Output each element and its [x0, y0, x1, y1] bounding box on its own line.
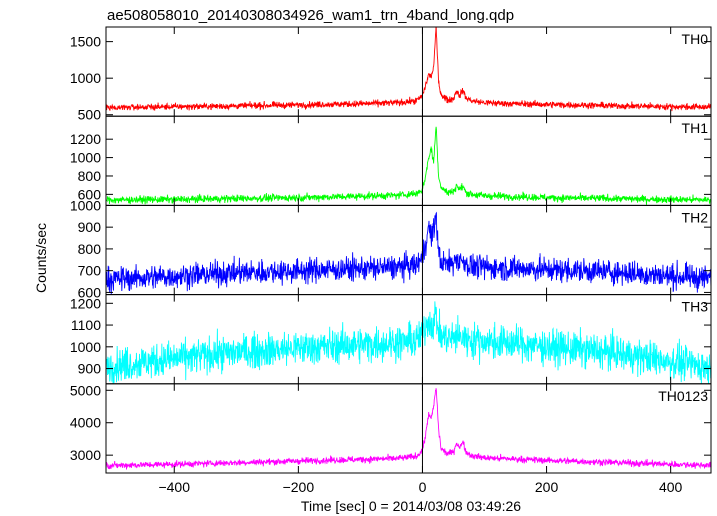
y-tick-label: 1000 [70, 339, 101, 355]
y-tick-label: 1200 [70, 131, 101, 147]
y-tick-label: 1000 [70, 150, 101, 166]
y-tick-label: 500 [78, 107, 102, 123]
y-tick-label: 1500 [70, 34, 101, 50]
x-tick-label: −400 [158, 479, 190, 495]
y-tick-label: 700 [78, 263, 102, 279]
series-line-th1 [106, 126, 711, 205]
y-tick-label: 600 [78, 284, 102, 300]
chart-title: ae508058010_20140308034926_wam1_trn_4ban… [107, 7, 514, 24]
y-tick-label: 1200 [70, 295, 101, 311]
y-tick-label: 600 [78, 186, 102, 202]
panel-label-th1: TH1 [682, 120, 709, 136]
y-tick-label: 3000 [70, 447, 101, 463]
y-tick-label: 800 [78, 241, 102, 257]
x-tick-label: −200 [283, 479, 315, 495]
x-axis-label: Time [sec] 0 = 2014/03/08 03:49:26 [301, 498, 521, 514]
panel-label-th2: TH2 [682, 209, 709, 225]
x-tick-label: 200 [535, 479, 559, 495]
panel-frame [105, 383, 712, 474]
y-tick-label: 900 [78, 219, 102, 235]
panel-frame [105, 204, 712, 296]
y-tick-label: 800 [78, 168, 102, 184]
panel-label-th0: TH0 [682, 31, 709, 47]
y-axis-label: Counts/sec [33, 223, 49, 293]
y-tick-label: 1000 [70, 197, 101, 213]
x-tick-label: 0 [419, 479, 427, 495]
series-line-th0123 [106, 388, 711, 470]
series-line-th2 [106, 211, 711, 295]
y-tick-label: 1000 [70, 70, 101, 86]
y-tick-label: 4000 [70, 415, 101, 431]
y-tick-label: 5000 [70, 382, 101, 398]
panel-label-th0123: TH0123 [658, 388, 708, 404]
y-tick-label: 900 [78, 361, 102, 377]
y-tick-label: 1100 [71, 317, 101, 333]
x-tick-label: 400 [659, 479, 683, 495]
series-line-th0 [106, 27, 711, 112]
series-line-th3 [106, 301, 711, 384]
panel-label-th3: TH3 [682, 299, 709, 315]
